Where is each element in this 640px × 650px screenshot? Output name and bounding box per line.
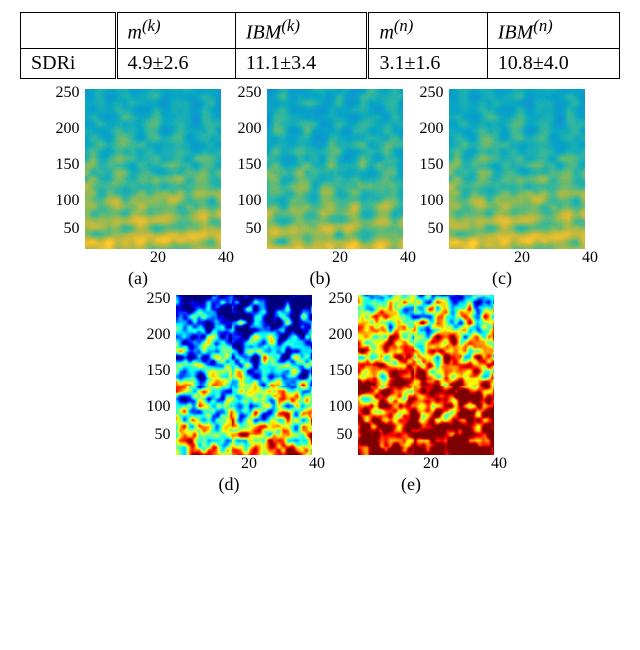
- x-tick: 40: [400, 249, 416, 267]
- table-data-row: SDRi 4.9±2.6 11.1±3.4 3.1±1.6 10.8±4.0: [21, 48, 620, 78]
- spectrogram-panel-e: 250200150100502040(e): [323, 295, 499, 495]
- x-tick: 20: [241, 455, 257, 473]
- y-tick: 200: [147, 327, 171, 343]
- table-corner-cell: [21, 13, 117, 49]
- panel-caption: (b): [310, 268, 331, 289]
- y-ticks: 25020015010050: [329, 295, 358, 455]
- panel-row: 250200150100502040(a)250200150100502040(…: [20, 89, 620, 289]
- sdri-table: m(k) IBM(k) m(n) IBM(n) SDRi 4.9±2.6 11.…: [20, 12, 620, 79]
- spectrogram-grid: 250200150100502040(a)250200150100502040(…: [20, 89, 620, 495]
- spectrogram-plot: [85, 89, 221, 249]
- spectrogram-panel-c: 250200150100502040(c): [414, 89, 590, 289]
- col-header-0: m(k): [116, 13, 235, 49]
- y-tick: 250: [238, 85, 262, 101]
- spectrogram-panel-b: 250200150100502040(b): [232, 89, 408, 289]
- y-tick: 150: [329, 363, 353, 379]
- cell-2: 3.1±1.6: [368, 48, 487, 78]
- y-tick: 50: [64, 221, 80, 237]
- spectrogram-canvas: [267, 89, 403, 249]
- panel-caption: (d): [219, 474, 240, 495]
- x-tick: 40: [309, 455, 325, 473]
- y-tick: 250: [329, 291, 353, 307]
- x-tick: 20: [332, 249, 348, 267]
- y-tick: 200: [56, 121, 80, 137]
- x-tick: 40: [582, 249, 598, 267]
- panel-caption: (e): [401, 474, 421, 495]
- y-tick: 100: [420, 193, 444, 209]
- panel-caption: (a): [128, 268, 148, 289]
- y-tick: 50: [155, 427, 171, 443]
- panel-row: 250200150100502040(d)250200150100502040(…: [20, 295, 620, 495]
- y-ticks: 25020015010050: [420, 89, 449, 249]
- y-tick: 100: [147, 399, 171, 415]
- cell-1: 11.1±3.4: [235, 48, 368, 78]
- x-ticks: 2040: [272, 249, 408, 267]
- col-header-2-sup: (n): [394, 16, 413, 35]
- col-header-3: IBM(n): [487, 13, 619, 49]
- col-header-0-sup: (k): [142, 16, 161, 35]
- col-header-3-sup: (n): [533, 16, 552, 35]
- spectrogram-plot: [267, 89, 403, 249]
- y-ticks: 25020015010050: [147, 295, 176, 455]
- x-tick: 40: [218, 249, 234, 267]
- y-ticks: 25020015010050: [238, 89, 267, 249]
- spectrogram-canvas: [85, 89, 221, 249]
- x-ticks: 2040: [454, 249, 590, 267]
- axes: 25020015010050: [56, 89, 221, 249]
- col-header-2: m(n): [368, 13, 487, 49]
- y-tick: 250: [147, 291, 171, 307]
- spectrogram-canvas: [449, 89, 585, 249]
- x-tick: 20: [423, 455, 439, 473]
- cell-3: 10.8±4.0: [487, 48, 619, 78]
- x-ticks: 2040: [181, 455, 317, 473]
- x-tick: 40: [491, 455, 507, 473]
- col-header-1: IBM(k): [235, 13, 368, 49]
- spectrogram-panel-d: 250200150100502040(d): [141, 295, 317, 495]
- spectrogram-canvas: [176, 295, 312, 455]
- x-ticks: 2040: [90, 249, 226, 267]
- panel-caption: (c): [492, 268, 512, 289]
- y-tick: 100: [56, 193, 80, 209]
- x-tick: 20: [514, 249, 530, 267]
- spectrogram-plot: [176, 295, 312, 455]
- y-tick: 250: [420, 85, 444, 101]
- y-tick: 150: [238, 157, 262, 173]
- cell-0: 4.9±2.6: [116, 48, 235, 78]
- x-ticks: 2040: [363, 455, 499, 473]
- y-tick: 150: [420, 157, 444, 173]
- axes: 25020015010050: [420, 89, 585, 249]
- col-header-2-pre: m: [379, 22, 393, 44]
- spectrogram-plot: [449, 89, 585, 249]
- y-tick: 100: [329, 399, 353, 415]
- axes: 25020015010050: [147, 295, 312, 455]
- col-header-3-pre: IBM: [498, 22, 534, 44]
- spectrogram-canvas: [358, 295, 494, 455]
- axes: 25020015010050: [238, 89, 403, 249]
- spectrogram-plot: [358, 295, 494, 455]
- axes: 25020015010050: [329, 295, 494, 455]
- y-ticks: 25020015010050: [56, 89, 85, 249]
- y-tick: 200: [420, 121, 444, 137]
- y-tick: 200: [238, 121, 262, 137]
- y-tick: 150: [147, 363, 171, 379]
- col-header-0-pre: m: [128, 22, 142, 44]
- y-tick: 250: [56, 85, 80, 101]
- y-tick: 150: [56, 157, 80, 173]
- y-tick: 100: [238, 193, 262, 209]
- y-tick: 50: [246, 221, 262, 237]
- row-label: SDRi: [21, 48, 117, 78]
- y-tick: 50: [428, 221, 444, 237]
- y-tick: 200: [329, 327, 353, 343]
- col-header-1-pre: IBM: [246, 22, 282, 44]
- spectrogram-panel-a: 250200150100502040(a): [50, 89, 226, 289]
- x-tick: 20: [150, 249, 166, 267]
- table-header-row: m(k) IBM(k) m(n) IBM(n): [21, 13, 620, 49]
- y-tick: 50: [337, 427, 353, 443]
- col-header-1-sup: (k): [281, 16, 300, 35]
